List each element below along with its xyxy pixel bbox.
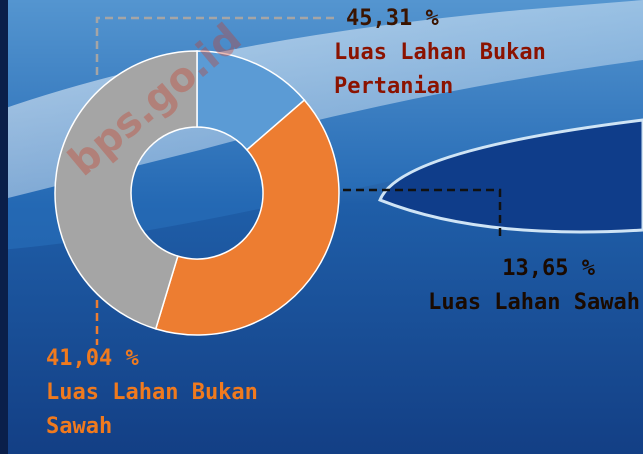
slice-label: 45,31 % Luas Lahan Bukan Pertanian: [334, 2, 639, 104]
category-label: Luas Lahan Bukan Sawah: [46, 376, 276, 444]
value-label: 45,31 %: [334, 2, 639, 36]
slice-label: 41,04 % Luas Lahan Bukan Sawah: [46, 342, 276, 444]
category-label: Luas Lahan Sawah: [330, 286, 640, 320]
value-label: 13,65 %: [330, 252, 640, 286]
value-label: 41,04 %: [46, 342, 276, 376]
category-label: Luas Lahan Bukan Pertanian: [334, 36, 639, 104]
page: bps.go.id 13,65 % Luas Lahan Sawah 41,04…: [0, 0, 643, 454]
slice-label: 13,65 % Luas Lahan Sawah: [330, 252, 640, 320]
edge: [0, 0, 8, 454]
